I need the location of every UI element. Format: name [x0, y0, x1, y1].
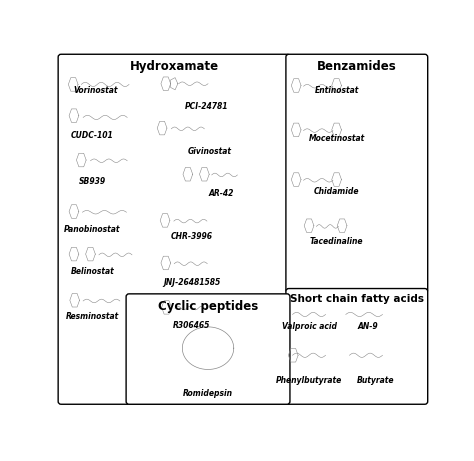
Text: Valproic acid: Valproic acid — [282, 322, 337, 331]
Text: CUDC-101: CUDC-101 — [71, 130, 114, 140]
FancyBboxPatch shape — [286, 289, 428, 404]
Text: Chidamide: Chidamide — [314, 187, 359, 196]
Text: Short chain fatty acids: Short chain fatty acids — [290, 294, 424, 304]
Text: SB939: SB939 — [79, 177, 106, 186]
Text: AN-9: AN-9 — [357, 322, 378, 331]
FancyBboxPatch shape — [286, 54, 428, 292]
Text: Phenylbutyrate: Phenylbutyrate — [276, 376, 342, 384]
Text: Benzamides: Benzamides — [317, 60, 397, 73]
Text: Mocetinostat: Mocetinostat — [309, 134, 365, 143]
Text: PCI-24781: PCI-24781 — [184, 102, 228, 111]
Text: CHR-3996: CHR-3996 — [171, 232, 212, 241]
Text: Belinostat: Belinostat — [71, 267, 114, 276]
Text: Givinostat: Givinostat — [188, 147, 232, 156]
Text: JNJ-26481585: JNJ-26481585 — [163, 278, 220, 287]
FancyBboxPatch shape — [126, 294, 290, 404]
FancyBboxPatch shape — [58, 54, 290, 404]
Text: Butyrate: Butyrate — [356, 376, 394, 384]
Text: Entinostat: Entinostat — [314, 86, 359, 95]
Text: Hydroxamate: Hydroxamate — [129, 60, 219, 73]
Text: AR-42: AR-42 — [208, 189, 234, 198]
Text: R306465: R306465 — [173, 320, 210, 330]
Text: Tacedinaline: Tacedinaline — [310, 237, 364, 246]
Text: Cyclic peptides: Cyclic peptides — [158, 300, 258, 313]
Text: Vorinostat: Vorinostat — [74, 86, 118, 95]
Text: Resminostat: Resminostat — [66, 312, 119, 321]
Text: Panobinostat: Panobinostat — [64, 225, 120, 234]
Text: Romidepsin: Romidepsin — [183, 389, 233, 398]
